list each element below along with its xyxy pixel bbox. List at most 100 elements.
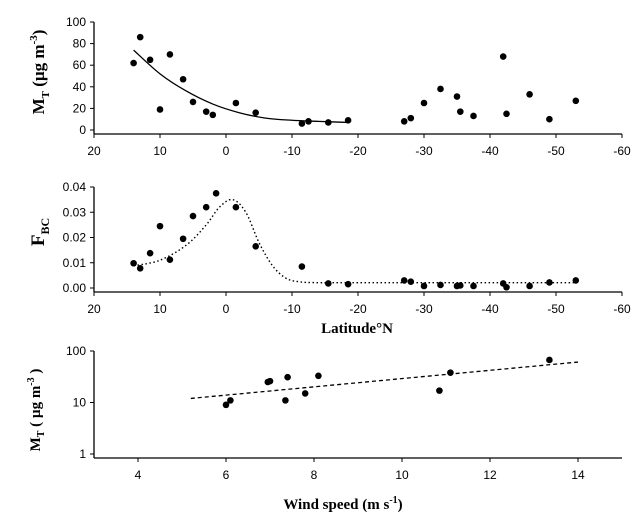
data-point bbox=[130, 59, 137, 67]
x-tick-label: 10 bbox=[395, 468, 409, 482]
y-tick-label: 0.01 bbox=[63, 256, 87, 270]
x-tick-label: 20 bbox=[87, 302, 101, 316]
y-tick-label: 40 bbox=[73, 80, 87, 94]
y-tick-label: 10 bbox=[73, 396, 87, 410]
data-point bbox=[252, 109, 259, 117]
data-point bbox=[209, 111, 217, 119]
x-tick-label: -40 bbox=[481, 302, 499, 316]
fit-curve bbox=[190, 361, 579, 400]
fit-curve bbox=[133, 198, 576, 284]
fit-curve bbox=[133, 49, 349, 124]
data-point bbox=[305, 118, 312, 125]
data-point bbox=[420, 282, 428, 290]
x-tick-label: 10 bbox=[153, 302, 167, 316]
data-point bbox=[407, 114, 415, 122]
data-point bbox=[189, 98, 197, 106]
data-point bbox=[179, 235, 187, 243]
data-point bbox=[298, 263, 306, 270]
data-point bbox=[453, 93, 461, 100]
data-point bbox=[437, 85, 444, 93]
x-tick-label: 10 bbox=[153, 144, 167, 158]
data-point bbox=[179, 75, 187, 83]
plot-area: 20 10 0 -10 -20 -30 -40 -50 -60 0.00 0.01 0.02 0.03 0… bbox=[63, 180, 631, 316]
data-point bbox=[325, 119, 332, 126]
data-point bbox=[526, 282, 533, 290]
data-point bbox=[526, 91, 533, 98]
x-tick-label: -20 bbox=[349, 302, 367, 316]
x-tick-label: -20 bbox=[349, 144, 367, 158]
data-point bbox=[400, 118, 408, 125]
x-tick-label: 0 bbox=[223, 144, 230, 158]
y-tick-label: 80 bbox=[73, 37, 87, 51]
y-tick-label: 100 bbox=[66, 344, 86, 358]
x-tick-label: -30 bbox=[415, 144, 433, 158]
x-tick-label: -50 bbox=[547, 302, 565, 316]
y-tick-label: 20 bbox=[73, 101, 87, 115]
panel-mass-vs-wind-speed: 4 6 8 10 12 14 1 10 100 MT ( µg m-3 ) Wind speed… bbox=[26, 344, 622, 513]
x-tick-label: 6 bbox=[223, 468, 230, 482]
y-tick-label: 0.03 bbox=[63, 205, 87, 219]
x-tick-label: 4 bbox=[135, 468, 142, 482]
data-point bbox=[344, 116, 352, 124]
x-tick-label: 14 bbox=[571, 468, 585, 482]
x-tick-label: -30 bbox=[415, 302, 433, 316]
x-axis-label: Wind speed (m s-1) bbox=[283, 495, 402, 513]
data-point bbox=[266, 377, 274, 385]
x-tick-label: 0 bbox=[223, 302, 230, 316]
data-point bbox=[499, 53, 507, 60]
data-point bbox=[202, 108, 210, 115]
data-point bbox=[457, 282, 464, 289]
y-axis-label: FBC bbox=[28, 218, 52, 246]
y-tick-label: 100 bbox=[66, 15, 86, 29]
data-point bbox=[301, 390, 309, 397]
data-point bbox=[232, 203, 240, 211]
plot-area: 4 6 8 10 12 14 1 10 100 bbox=[66, 344, 622, 482]
data-point bbox=[503, 110, 510, 118]
data-point bbox=[407, 278, 415, 285]
data-point bbox=[130, 259, 137, 267]
x-tick-label: 20 bbox=[87, 144, 101, 158]
data-point bbox=[146, 56, 154, 64]
data-point bbox=[344, 280, 352, 288]
data-point bbox=[420, 99, 428, 107]
y-tick-label: 1 bbox=[79, 447, 86, 461]
y-axis-label: MT (µg m-3) bbox=[28, 30, 52, 115]
data-point bbox=[282, 397, 289, 404]
data-point bbox=[572, 277, 580, 284]
data-point bbox=[227, 397, 234, 404]
data-point bbox=[202, 203, 210, 211]
data-point bbox=[189, 212, 197, 220]
y-tick-label: 0.00 bbox=[63, 281, 87, 295]
data-point bbox=[298, 120, 306, 127]
data-point bbox=[222, 401, 230, 409]
y-axis-label: MT ( µg m-3 ) bbox=[26, 369, 47, 452]
data-point bbox=[156, 106, 164, 113]
x-tick-label: -10 bbox=[283, 302, 301, 316]
data-point bbox=[470, 112, 477, 120]
y-tick-label: 0.04 bbox=[63, 180, 87, 194]
data-point bbox=[447, 369, 454, 376]
y-tick-label: 0.02 bbox=[63, 231, 87, 245]
data-point bbox=[572, 97, 580, 105]
data-point bbox=[325, 280, 332, 287]
data-point bbox=[166, 256, 174, 264]
data-point bbox=[252, 243, 259, 250]
x-tick-label: -60 bbox=[613, 302, 631, 316]
x-tick-label: 12 bbox=[483, 468, 497, 482]
data-point bbox=[146, 249, 154, 257]
y-tick-label: 60 bbox=[73, 58, 87, 72]
data-point bbox=[436, 387, 443, 394]
y-tick-label: 0 bbox=[79, 123, 86, 137]
x-tick-label: 8 bbox=[311, 468, 318, 482]
x-tick-label: -10 bbox=[283, 144, 301, 158]
data-point bbox=[212, 190, 220, 197]
data-point bbox=[546, 356, 553, 364]
x-tick-label: -40 bbox=[481, 144, 499, 158]
data-point bbox=[166, 51, 174, 58]
data-point bbox=[470, 282, 477, 290]
x-tick-label: -60 bbox=[613, 144, 631, 158]
x-tick-label: -50 bbox=[547, 144, 565, 158]
